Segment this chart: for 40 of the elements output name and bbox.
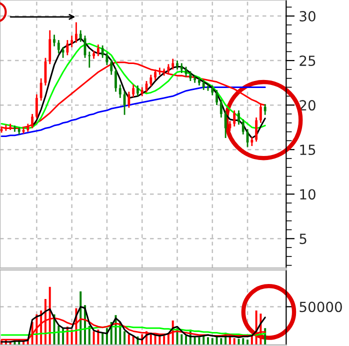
- candlestick: [40, 78, 42, 102]
- y-tick-label: 10: [300, 189, 316, 200]
- candlestick: [136, 84, 139, 97]
- y-tick-label: 25: [300, 56, 316, 66]
- candlestick: [48, 30, 52, 65]
- candlestick: [128, 91, 130, 108]
- candlestick: [228, 120, 232, 132]
- candlestick: [79, 30, 82, 43]
- candlestick: [220, 99, 222, 118]
- candlestick: [57, 39, 60, 54]
- candlestick: [216, 89, 218, 106]
- y-tick-label: 15: [300, 144, 316, 156]
- candlestick: [259, 102, 262, 124]
- candlestick: [101, 44, 104, 59]
- candlestick: [96, 44, 100, 57]
- candlestick: [255, 116, 258, 142]
- candlestick: [66, 39, 69, 56]
- candlestick: [154, 68, 156, 81]
- y-tick-label: 30: [300, 10, 316, 22]
- candlestick: [110, 58, 113, 76]
- candlestick: [233, 110, 236, 128]
- candlestick: [238, 110, 240, 126]
- candlestick: [189, 70, 192, 82]
- candlestick: [172, 58, 174, 70]
- candlestick: [114, 68, 117, 92]
- y-tick-label: 20: [300, 100, 316, 111]
- y-tick-label: 5: [300, 234, 306, 244]
- candlestick: [150, 74, 152, 88]
- candlestick: [224, 110, 227, 139]
- y-tick-label: 50000: [300, 302, 342, 312]
- candlestick: [180, 62, 183, 74]
- candlestick: [88, 50, 91, 68]
- candlestick: [158, 66, 161, 76]
- candlestick: [118, 84, 122, 99]
- candlestick: [132, 84, 135, 98]
- candlestick: [264, 103, 266, 116]
- candlestick: [242, 118, 244, 136]
- candlestick: [75, 22, 78, 44]
- candlestick: [53, 34, 56, 47]
- candlestick: [202, 79, 205, 91]
